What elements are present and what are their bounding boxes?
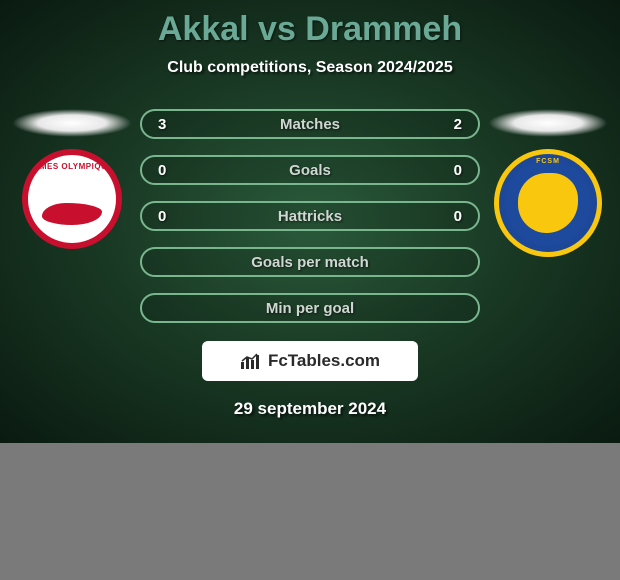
stat-right-value: 2	[454, 116, 462, 133]
stat-label: Hattricks	[278, 208, 342, 225]
player-halo-left	[12, 109, 132, 137]
stat-row-hattricks: 0 Hattricks 0	[140, 201, 480, 231]
stats-column: 3 Matches 2 0 Goals 0 0 Hattricks 0 Goal…	[140, 109, 480, 323]
stat-left-value: 0	[158, 208, 166, 225]
stat-row-matches: 3 Matches 2	[140, 109, 480, 139]
subtitle: Club competitions, Season 2024/2025	[0, 59, 620, 77]
stat-row-goals: 0 Goals 0	[140, 155, 480, 185]
left-side: NIMES OLYMPIQUE	[12, 109, 132, 249]
footer-date: 29 september 2024	[0, 399, 620, 419]
stat-right-value: 0	[454, 208, 462, 225]
lion-icon	[518, 173, 578, 233]
right-side: FCSM	[488, 109, 608, 257]
stat-row-mpg: Min per goal	[140, 293, 480, 323]
stat-left-value: 3	[158, 116, 166, 133]
team-crest-right: FCSM	[494, 149, 602, 257]
team-crest-left-label: NIMES OLYMPIQUE	[28, 163, 116, 172]
barchart-icon	[240, 352, 262, 370]
team-crest-right-label: FCSM	[536, 158, 560, 166]
player-halo-right	[488, 109, 608, 137]
site-text: FcTables.com	[268, 351, 380, 371]
stat-label: Goals	[289, 162, 331, 179]
comparison-card: Akkal vs Drammeh Club competitions, Seas…	[0, 0, 620, 443]
stat-label: Min per goal	[266, 300, 354, 317]
page-title: Akkal vs Drammeh	[0, 10, 620, 49]
stat-left-value: 0	[158, 162, 166, 179]
content-row: NIMES OLYMPIQUE 3 Matches 2 0 Goals 0 0 …	[0, 109, 620, 323]
stat-label: Goals per match	[251, 254, 369, 271]
stat-label: Matches	[280, 116, 340, 133]
stat-right-value: 0	[454, 162, 462, 179]
team-crest-left: NIMES OLYMPIQUE	[22, 149, 122, 249]
croc-icon	[42, 203, 102, 225]
stat-row-gpm: Goals per match	[140, 247, 480, 277]
site-badge: FcTables.com	[202, 341, 418, 381]
